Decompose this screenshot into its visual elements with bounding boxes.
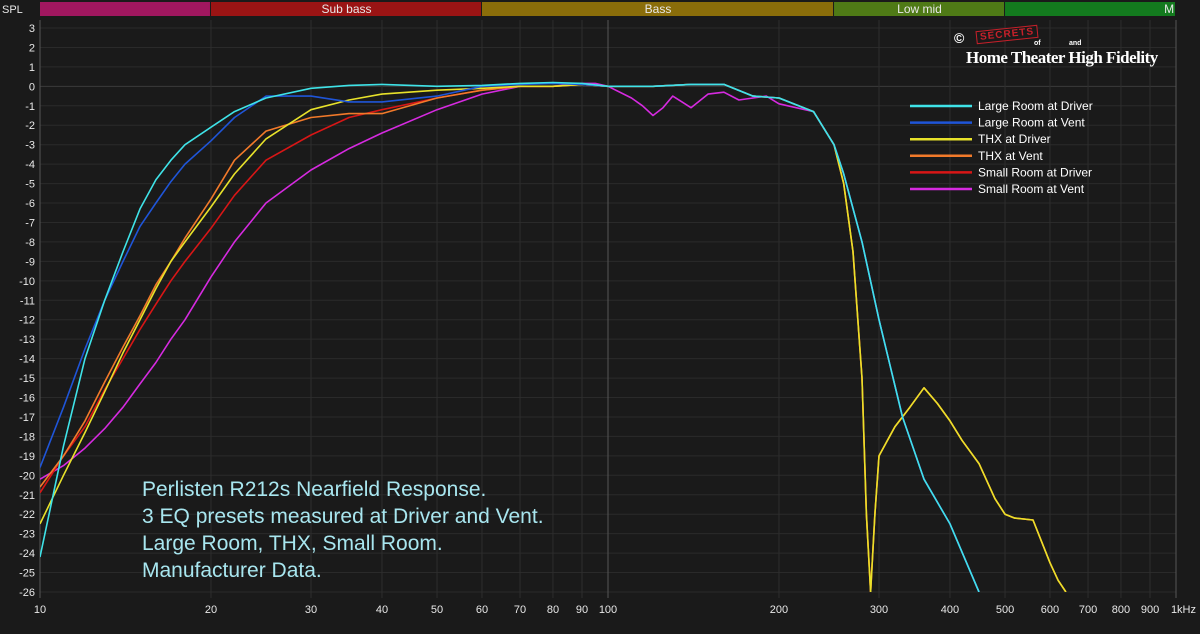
y-tick-label: -17: [19, 412, 35, 424]
y-tick-label: -16: [19, 393, 35, 405]
y-tick-label: -15: [19, 373, 35, 385]
y-tick-label: -25: [19, 568, 35, 580]
y-tick-label: -13: [19, 334, 35, 346]
x-tick-label: 500: [996, 604, 1014, 616]
x-tick-label: 1kHz: [1171, 604, 1196, 616]
x-tick-label: 400: [941, 604, 959, 616]
x-tick-label: 60: [476, 604, 488, 616]
y-tick-label: -22: [19, 509, 35, 521]
x-tick-label: 40: [376, 604, 388, 616]
x-tick-label: 90: [576, 604, 588, 616]
y-axis-label: SPL: [2, 4, 23, 16]
y-tick-label: -7: [25, 217, 35, 229]
band-rect: [1005, 2, 1175, 16]
band-rect: [40, 2, 210, 16]
x-tick-label: 900: [1141, 604, 1159, 616]
legend-label: Small Room at Vent: [978, 182, 1085, 196]
y-tick-label: -21: [19, 490, 35, 502]
band-rect: [481, 2, 834, 16]
x-tick-label: 50: [431, 604, 443, 616]
band-label: Low mid: [897, 2, 942, 16]
y-tick-label: -1: [25, 101, 35, 113]
logo-name: Home Theater High Fidelity: [966, 48, 1158, 67]
logo-of: of: [1034, 40, 1041, 47]
legend-label: Large Room at Vent: [978, 116, 1085, 130]
annotation-line: Manufacturer Data.: [142, 559, 322, 582]
y-tick-label: -11: [20, 295, 35, 307]
y-tick-label: -4: [25, 159, 35, 171]
x-tick-label: 700: [1079, 604, 1097, 616]
y-tick-label: 2: [29, 42, 35, 54]
y-tick-label: -23: [19, 529, 35, 541]
legend-label: Large Room at Driver: [978, 99, 1093, 113]
x-tick-label: 80: [547, 604, 559, 616]
y-tick-label: -9: [25, 256, 35, 268]
annotation-line: Large Room, THX, Small Room.: [142, 532, 443, 555]
copyright-symbol: ©: [954, 30, 965, 46]
legend: Large Room at Driver Large Room at Vent TH…: [910, 99, 1093, 196]
x-tick-label: 300: [870, 604, 888, 616]
y-tick-label: -5: [25, 179, 35, 191]
y-tick-label: -12: [19, 315, 35, 327]
y-tick-label: -3: [25, 140, 35, 152]
x-tick-label: 800: [1112, 604, 1130, 616]
y-tick-label: -8: [25, 237, 35, 249]
y-tick-label: -24: [19, 548, 35, 560]
x-tick-label: 200: [770, 604, 788, 616]
legend-label: THX at Vent: [978, 149, 1043, 163]
x-tick-label: 600: [1041, 604, 1059, 616]
annotation-line: Perlisten R212s Nearfield Response.: [142, 478, 487, 501]
y-tick-label: -2: [25, 120, 35, 132]
band-rect: [834, 2, 1005, 16]
legend-label: THX at Driver: [978, 132, 1051, 146]
band-rect: [210, 2, 481, 16]
x-tick-label: 100: [599, 604, 617, 616]
legend-label: Small Room at Driver: [978, 165, 1092, 179]
x-tick-label: 20: [205, 604, 217, 616]
grid: [39, 20, 1177, 598]
y-tick-label: -26: [19, 587, 35, 599]
y-tick-label: -20: [19, 470, 35, 482]
x-tick-label: 70: [514, 604, 526, 616]
y-axis-ticks: 3 2 1 0 -1 -2 -3 -4 -5 -6 -7 -8 -9 -10 -11 -12 -13 -14 -15…: [19, 23, 35, 599]
y-tick-label: -18: [19, 431, 35, 443]
logo-and: and: [1069, 40, 1082, 47]
chart-annotation: Perlisten R212s Nearfield Response. 3 EQ…: [142, 476, 544, 584]
x-tick-label: 10: [34, 604, 46, 616]
annotation-line: 3 EQ presets measured at Driver and Vent…: [142, 505, 544, 528]
band-label: M: [1164, 2, 1174, 16]
series-lines: [40, 81, 1067, 592]
y-tick-label: 3: [29, 23, 35, 35]
y-tick-label: 1: [29, 62, 35, 74]
y-tick-label: -6: [25, 198, 35, 210]
y-tick-label: -14: [19, 354, 35, 366]
band-label: Sub bass: [321, 2, 371, 16]
y-tick-label: -19: [19, 451, 35, 463]
x-axis-ticks: 10 20 30 40 50 60 70 80 90 100 200 300 400 500 600 700 8…: [34, 604, 1196, 616]
y-tick-label: -10: [19, 276, 35, 288]
band-label: Bass: [645, 2, 672, 16]
y-tick-label: 0: [29, 81, 35, 93]
series-line: [40, 81, 980, 592]
frequency-bands: Sub bass Bass Low mid M: [40, 2, 1175, 16]
x-tick-label: 30: [305, 604, 317, 616]
